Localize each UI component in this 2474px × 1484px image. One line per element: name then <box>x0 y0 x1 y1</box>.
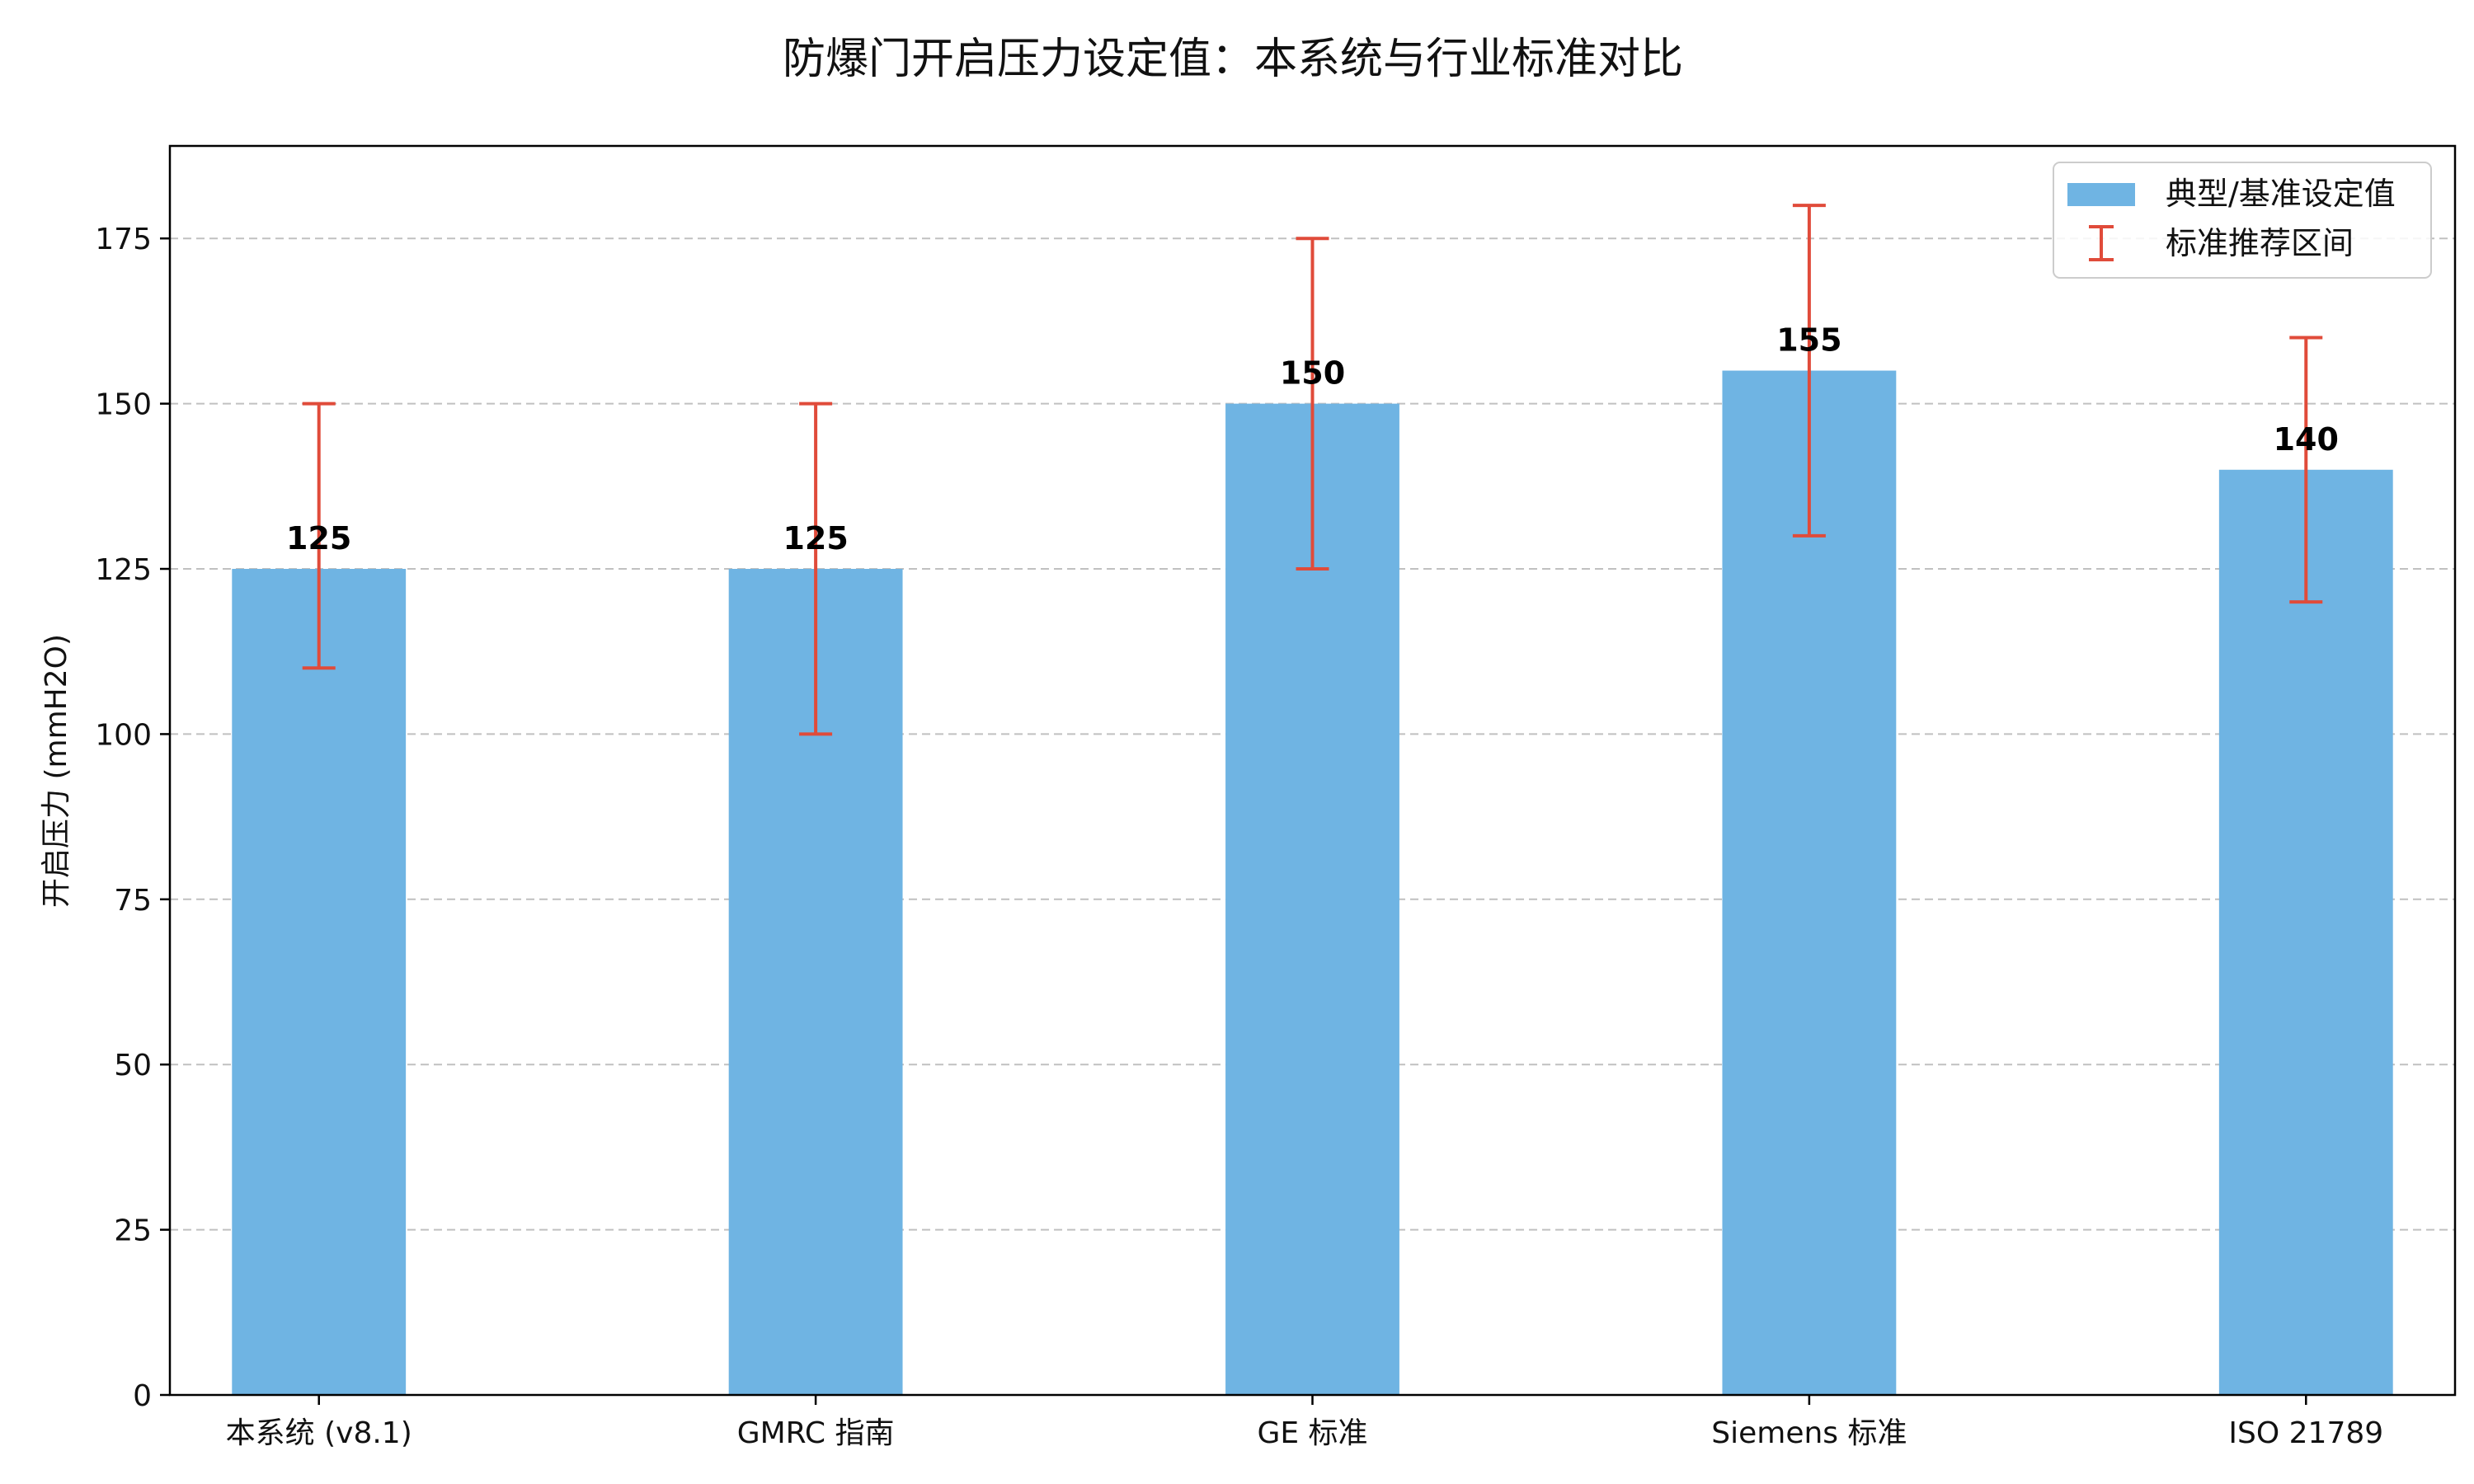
chart-title: 防爆门开启压力设定值：本系统与行业标准对比 <box>782 35 1683 84</box>
x-tick-label-2: GE 标准 <box>1257 1416 1367 1450</box>
legend: 典型/基准设定值 标准推荐区间 <box>2053 162 2432 279</box>
y-tick-label-100: 100 <box>95 718 152 752</box>
bars <box>232 370 2393 1396</box>
x-tick-label-1: GMRC 指南 <box>737 1416 895 1450</box>
value-label-3: 155 <box>1776 322 1841 359</box>
y-tick-label-75: 75 <box>114 884 152 918</box>
legend-bar-swatch <box>2067 183 2135 206</box>
legend-range-label: 标准推荐区间 <box>2166 225 2354 261</box>
legend-range-swatch <box>2089 225 2114 261</box>
bar-4 <box>2218 469 2393 1395</box>
y-axis-ticks: 0 25 50 75 100 125 150 175 <box>95 223 170 1413</box>
legend-frame <box>2053 162 2432 279</box>
x-tick-label-0: 本系统 (v8.1) <box>226 1416 412 1450</box>
value-label-1: 125 <box>783 520 848 556</box>
y-tick-label-150: 150 <box>95 388 152 422</box>
x-axis-ticks: 本系统 (v8.1) GMRC 指南 GE 标准 Siemens 标准 ISO 2178… <box>226 1395 2383 1450</box>
bar-3 <box>1722 370 1897 1395</box>
range-errorbars <box>302 204 2323 736</box>
legend-bar-label: 典型/基准设定值 <box>2166 176 2396 212</box>
x-tick-label-3: Siemens 标准 <box>1711 1416 1907 1450</box>
value-label-4: 140 <box>2274 421 2339 458</box>
y-tick-label-25: 25 <box>114 1214 152 1248</box>
value-labels: 125 125 150 155 140 <box>286 322 2339 556</box>
value-label-0: 125 <box>286 520 351 556</box>
y-tick-label-175: 175 <box>95 223 152 256</box>
y-tick-label-125: 125 <box>95 553 152 587</box>
x-tick-label-4: ISO 21789 <box>2228 1416 2383 1450</box>
y-tick-label-50: 50 <box>114 1049 152 1082</box>
y-axis-label: 开启压力 (mmH2O) <box>40 634 73 908</box>
bar-0 <box>232 569 407 1395</box>
value-label-2: 150 <box>1280 355 1345 392</box>
y-tick-label-0: 0 <box>133 1379 152 1413</box>
